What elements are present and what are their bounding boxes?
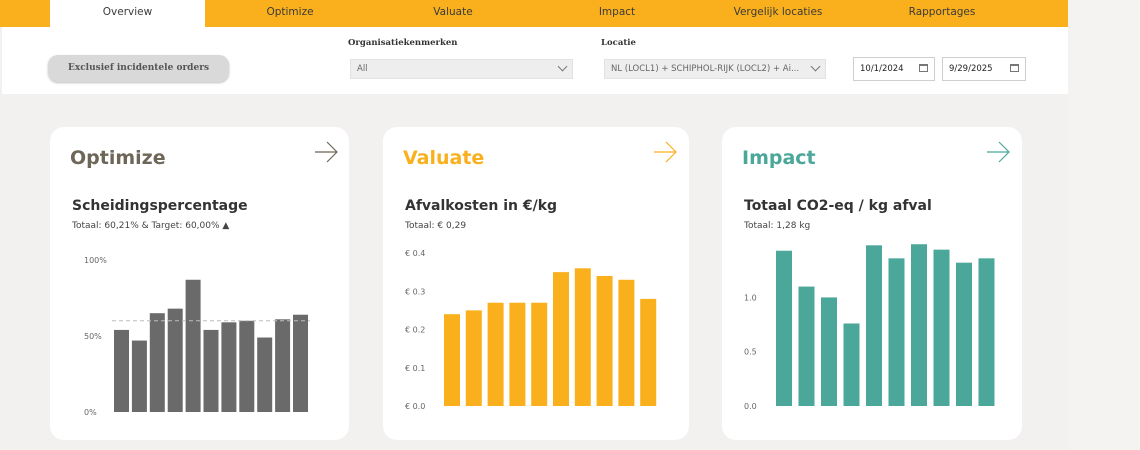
arrow-right-icon[interactable] — [985, 139, 1011, 165]
calendar-icon[interactable] — [919, 64, 928, 72]
impact-chart-title: Totaal CO2-eq / kg afval — [744, 198, 932, 214]
impact-bar[interactable] — [843, 323, 860, 406]
optimize-bar-chart: 0% 50% 100% — [84, 256, 310, 417]
impact-bar[interactable] — [911, 244, 927, 406]
valuate-y-tick-label: € 0.0 — [405, 402, 425, 411]
valuate-bar[interactable] — [596, 275, 613, 406]
exclude-incidental-orders-button[interactable]: Exclusief incidentele orders — [48, 55, 229, 82]
valuate-bar[interactable] — [618, 279, 635, 406]
chevron-down-icon — [557, 61, 568, 72]
optimize-bar[interactable] — [257, 337, 273, 412]
tab-optimize[interactable]: Optimize — [266, 6, 314, 18]
valuate-bar[interactable] — [444, 314, 460, 406]
valuate-bar[interactable] — [531, 302, 548, 406]
valuate-bar[interactable] — [574, 268, 591, 406]
org-filter-select[interactable]: All — [350, 59, 573, 79]
impact-bar[interactable] — [888, 258, 905, 406]
date-to-input[interactable]: 9/29/2025 — [942, 57, 1026, 81]
optimize-y-tick-label: 100% — [84, 256, 107, 265]
valuate-bar[interactable] — [487, 302, 504, 406]
impact-bar[interactable] — [978, 258, 995, 406]
location-filter-label: Locatie — [601, 38, 636, 48]
org-filter-value: All — [357, 64, 368, 74]
optimize-card[interactable]: Optimize Scheidingspercentage Totaal: 60… — [50, 127, 349, 440]
valuate-card-title: Valuate — [403, 147, 485, 169]
date-from-input[interactable]: 10/1/2024 — [853, 57, 935, 81]
location-filter-value: NL (LOCL1) + SCHIPHOL-RIJK (LOCL2) + Ai.… — [611, 64, 800, 74]
date-from-value: 10/1/2024 — [860, 64, 904, 74]
impact-y-tick-label: 1.0 — [744, 293, 757, 302]
chevron-down-icon — [810, 61, 821, 72]
optimize-bar[interactable] — [167, 308, 183, 412]
valuate-bar[interactable] — [465, 310, 482, 406]
valuate-chart-title: Afvalkosten in €/kg — [405, 198, 558, 214]
valuate-y-tick-label: € 0.2 — [405, 326, 425, 335]
calendar-icon[interactable] — [1010, 64, 1019, 72]
optimize-bar[interactable] — [275, 319, 291, 412]
top-nav-bar: Overview Optimize Valuate Impact Vergeli… — [0, 0, 1068, 27]
arrow-right-icon[interactable] — [652, 139, 678, 165]
optimize-bar[interactable] — [203, 329, 219, 412]
dashboard-frame: Overview Optimize Valuate Impact Vergeli… — [0, 0, 1068, 440]
date-to-value: 9/29/2025 — [949, 64, 993, 74]
impact-chart-subtitle: Totaal: 1,28 kg — [744, 221, 811, 231]
optimize-chart-subtitle: Totaal: 60,21% & Target: 60,00% ▲ — [72, 221, 230, 231]
impact-y-tick-label: 0.0 — [744, 402, 757, 411]
valuate-chart-subtitle: Totaal: € 0,29 — [405, 221, 467, 231]
optimize-bar[interactable] — [114, 329, 129, 412]
impact-bar[interactable] — [798, 286, 815, 406]
impact-card[interactable]: Impact Totaal CO2-eq / kg afval Totaal: … — [722, 127, 1022, 440]
impact-bar[interactable] — [866, 245, 882, 406]
optimize-y-tick-label: 0% — [84, 408, 97, 417]
impact-bar-chart: 0.0 0.5 1.0 — [744, 244, 995, 411]
valuate-bar-chart: € 0.0 € 0.1 € 0.2 € 0.3 € 0.4 — [405, 249, 657, 411]
tab-overview[interactable]: Overview — [50, 0, 205, 27]
tab-valuate[interactable]: Valuate — [433, 6, 473, 18]
impact-bar[interactable] — [956, 262, 972, 406]
optimize-bar[interactable] — [239, 320, 255, 412]
location-filter-select[interactable]: NL (LOCL1) + SCHIPHOL-RIJK (LOCL2) + Ai.… — [604, 59, 826, 79]
valuate-y-tick-label: € 0.4 — [405, 249, 425, 258]
optimize-chart-title: Scheidingspercentage — [72, 198, 248, 214]
optimize-bar[interactable] — [293, 314, 308, 412]
impact-card-title: Impact — [742, 147, 816, 169]
valuate-bar[interactable] — [640, 298, 657, 406]
optimize-bar[interactable] — [185, 279, 201, 412]
valuate-bar[interactable] — [509, 302, 526, 406]
optimize-bar[interactable] — [131, 340, 147, 412]
optimize-card-title: Optimize — [70, 147, 166, 169]
valuate-bar[interactable] — [553, 272, 569, 406]
valuate-card[interactable]: Valuate Afvalkosten in €/kg Totaal: € 0,… — [383, 127, 689, 440]
impact-bar[interactable] — [933, 249, 950, 406]
impact-bar[interactable] — [821, 297, 837, 406]
arrow-right-icon[interactable] — [313, 139, 339, 165]
optimize-bar[interactable] — [221, 322, 237, 412]
tab-impact[interactable]: Impact — [598, 6, 636, 18]
tab-rapportages[interactable]: Rapportages — [908, 6, 976, 18]
valuate-y-tick-label: € 0.3 — [405, 287, 425, 296]
org-filter-label: Organisatiekenmerken — [348, 38, 458, 48]
valuate-y-tick-label: € 0.1 — [405, 364, 425, 373]
impact-y-tick-label: 0.5 — [744, 348, 757, 357]
impact-bar[interactable] — [776, 250, 792, 406]
tab-vergelijk-locaties[interactable]: Vergelijk locaties — [733, 6, 823, 18]
optimize-bar[interactable] — [149, 313, 165, 412]
optimize-y-tick-label: 50% — [84, 332, 102, 341]
